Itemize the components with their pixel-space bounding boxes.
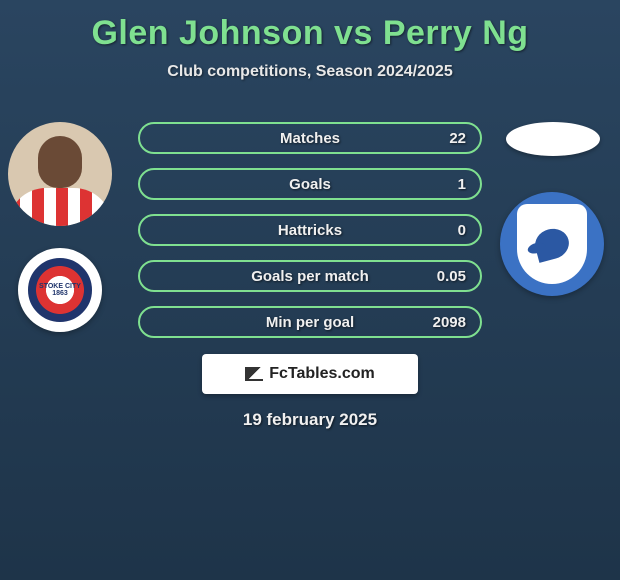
stat-row-hattricks: Hattricks 0 bbox=[138, 214, 482, 246]
avatar-jersey bbox=[8, 188, 112, 226]
bird-icon bbox=[532, 225, 573, 263]
stat-label: Matches bbox=[280, 130, 340, 147]
stat-label: Goals bbox=[289, 176, 331, 193]
avatar-head bbox=[38, 136, 82, 188]
stat-value: 1 bbox=[458, 176, 466, 193]
stat-row-matches: Matches 22 bbox=[138, 122, 482, 154]
stat-value: 2098 bbox=[433, 314, 466, 331]
stat-label: Goals per match bbox=[251, 268, 369, 285]
brand-badge[interactable]: FcTables.com bbox=[202, 354, 418, 394]
stat-value: 0 bbox=[458, 222, 466, 239]
stat-label: Hattricks bbox=[278, 222, 342, 239]
player-right-club-badge bbox=[500, 192, 604, 296]
cardiff-shield-icon bbox=[517, 204, 587, 284]
chart-icon bbox=[245, 367, 263, 381]
stats-list: Matches 22 Goals 1 Hattricks 0 Goals per… bbox=[138, 122, 482, 352]
player-right-column bbox=[500, 122, 610, 296]
player-left-club-badge: STOKE CITY 1863 bbox=[18, 248, 102, 332]
page-title: Glen Johnson vs Perry Ng bbox=[0, 0, 620, 53]
subtitle: Club competitions, Season 2024/2025 bbox=[0, 63, 620, 81]
stoke-city-badge-icon: STOKE CITY 1863 bbox=[28, 258, 92, 322]
stat-label: Min per goal bbox=[266, 314, 354, 331]
stat-value: 0.05 bbox=[437, 268, 466, 285]
date-label: 19 february 2025 bbox=[0, 410, 620, 430]
badge-text: STOKE CITY 1863 bbox=[32, 283, 88, 297]
stat-row-min-per-goal: Min per goal 2098 bbox=[138, 306, 482, 338]
stat-value: 22 bbox=[449, 130, 466, 147]
player-left-photo bbox=[8, 122, 112, 226]
player-right-photo-placeholder bbox=[506, 122, 600, 156]
player-left-column: STOKE CITY 1863 bbox=[8, 122, 118, 332]
brand-text: FcTables.com bbox=[269, 365, 375, 383]
stat-row-goals-per-match: Goals per match 0.05 bbox=[138, 260, 482, 292]
stat-row-goals: Goals 1 bbox=[138, 168, 482, 200]
